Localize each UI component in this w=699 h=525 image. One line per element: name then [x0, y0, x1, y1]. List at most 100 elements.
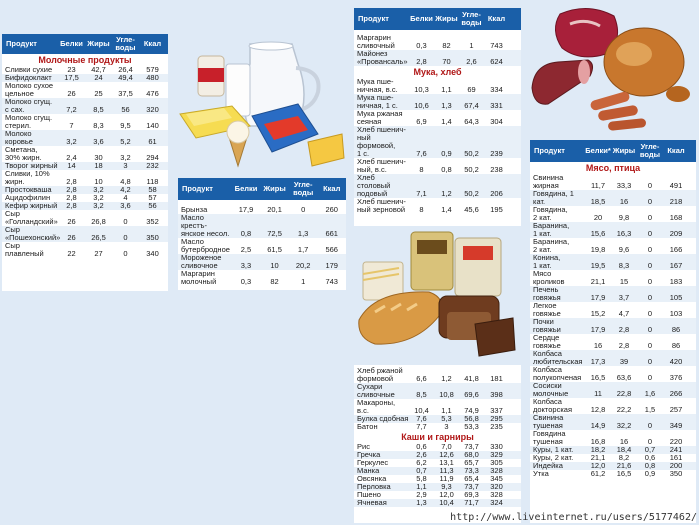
cell-carbs: 1,7: [297, 245, 309, 254]
header-kcal: Ккал: [487, 14, 506, 23]
cell-protein: 0,6: [416, 442, 427, 451]
cell-kcal: 743: [490, 41, 503, 50]
cell-carbs: 0,8: [644, 461, 656, 470]
table-row: Хлеб ржаной формовой 6,6 1,2 41,8 181: [354, 367, 521, 383]
cell-kcal: 491: [669, 181, 683, 190]
dairy-rows: Сливки сухие 23 42,7 26,4 579 Бифидоклакт 17,5…: [2, 66, 168, 258]
table-row: Почки говяжьи 17,9 2,8 0 86: [530, 318, 696, 334]
cell-carbs: 49,4: [118, 73, 133, 82]
cell-carbs: 1: [301, 277, 306, 286]
cell-fat: 63,6: [616, 373, 632, 382]
cell-carbs: 3,6: [120, 201, 131, 210]
cell-fat: 70: [442, 57, 451, 66]
cell-product: Утка: [533, 469, 549, 478]
cell-protein: 8: [419, 205, 424, 214]
cell-protein: 16: [593, 341, 603, 350]
cell-kcal: 257: [669, 405, 683, 414]
cell-kcal: 331: [490, 101, 503, 110]
cell-protein: 26: [67, 233, 76, 242]
cell-product: Масло крестъ- янское несол.: [181, 213, 230, 238]
cell-kcal: 376: [669, 373, 683, 382]
cell-protein: 2,6: [416, 450, 427, 459]
table-row: Ацидофилин 2,8 3,2 4 57: [2, 194, 168, 202]
cell-product: Рис: [357, 442, 370, 451]
cell-protein: 17,9: [590, 325, 606, 334]
cell-product: Свинина жирная: [533, 173, 564, 190]
header-carbs: Угле- воды: [293, 180, 314, 197]
table-row: Свинина жирная 11,7 33,3 0 491: [530, 174, 696, 190]
cell-kcal: 166: [669, 245, 683, 254]
table-row: Мука ржаная сеяная 6,9 1,4 64,3 304: [354, 110, 521, 126]
cell-product: Говядина тушеная: [533, 429, 566, 446]
cell-kcal: 328: [490, 490, 503, 499]
cell-fat: 32,2: [616, 421, 632, 430]
cell-kcal: 320: [490, 482, 503, 491]
bread-bottom-rows: Хлеб ржаной формовой 6,6 1,2 41,8 181 Сухари …: [354, 365, 521, 431]
cell-protein: 7,7: [416, 422, 427, 431]
cell-carbs: 0: [123, 233, 128, 242]
cell-kcal: 579: [146, 65, 159, 74]
cell-fat: 21,6: [616, 461, 632, 470]
cell-carbs: 37,5: [118, 89, 133, 98]
cell-kcal: 324: [490, 498, 503, 507]
cell-kcal: 206: [490, 189, 503, 198]
cell-protein: 61,2: [590, 469, 606, 478]
cell-kcal: 476: [146, 89, 159, 98]
table-row: Хлеб пшенич- ный, в.с. 8 0,8 50,2 238: [354, 158, 521, 174]
cell-kcal: 260: [325, 205, 338, 214]
cell-carbs: 73,7: [464, 442, 479, 451]
cell-product: Легкое говяжье: [533, 301, 561, 318]
cell-kcal: 305: [490, 458, 503, 467]
cell-carbs: 0: [123, 249, 128, 258]
table-row: Батон 7,7 3 53,3 235: [354, 423, 521, 431]
cell-fat: 3,2: [93, 201, 104, 210]
dairy-table-2: Продукт Белки Жиры Угле- воды Ккал Брынз…: [178, 178, 346, 290]
cell-kcal: 350: [669, 469, 683, 478]
cell-fat: 1,4: [441, 205, 452, 214]
cell-product: Кефир жирный: [5, 201, 58, 210]
cell-kcal: 334: [490, 85, 503, 94]
grains-rows: Рис 0,6 7,0 73,7 330 Гречка 2,6 12,6 68,0 329 Герк…: [354, 443, 521, 507]
cell-protein: 16,5: [590, 373, 606, 382]
cell-product: Макароны, в.с.: [357, 398, 396, 415]
cell-fat: 8,2: [618, 453, 630, 462]
table-row: Сердце говяжье 16 2,8 0 86: [530, 334, 696, 350]
cell-fat: 22,2: [616, 405, 632, 414]
cell-protein: 2,8: [66, 177, 77, 186]
table-row: Утка 61,2 16,5 0,9 350: [530, 470, 696, 478]
table-row: Свинина тушеная 14,9 32,2 0 349: [530, 414, 696, 430]
cell-carbs: 0: [647, 437, 653, 446]
table-row: Баранина, 1 кат. 15,6 16,3 0 209: [530, 222, 696, 238]
cell-fat: 82: [270, 277, 279, 286]
cell-carbs: 0: [647, 421, 653, 430]
watermark-url: http://www.liveinternet.ru/users/5177462…: [450, 512, 697, 523]
cell-fat: 12,0: [439, 490, 454, 499]
cell-product: Хлеб пшенич- ный зерновой: [357, 197, 406, 214]
dairy2-rows: Брынза 17,9 20,1 0 260 Масло крестъ- янское н…: [178, 200, 346, 286]
cell-protein: 18,5: [590, 197, 606, 206]
cell-kcal: 161: [669, 453, 683, 462]
cell-product: Почки говяжьи: [533, 317, 561, 334]
cell-fat: 26,8: [91, 217, 106, 226]
cell-carbs: 64,3: [464, 117, 479, 126]
cell-protein: 7,2: [66, 105, 77, 114]
cell-fat: 3,2: [93, 193, 104, 202]
cell-fat: 10,8: [439, 390, 454, 399]
cell-fat: 33,3: [616, 181, 632, 190]
cell-product: Перловка: [357, 482, 391, 491]
cell-product: Манка: [357, 466, 380, 475]
cell-kcal: 179: [325, 261, 338, 270]
cell-product: Сыр плавленый: [5, 241, 44, 258]
table-row: Брынза 17,9 20,1 0 260: [178, 206, 346, 214]
cell-protein: 0,3: [416, 41, 427, 50]
cell-product: Печень говяжья: [533, 285, 561, 302]
cell-product: Молоко сухое цельное: [5, 81, 54, 98]
cell-carbs: 65,4: [464, 474, 479, 483]
cell-fat: 9,8: [618, 213, 630, 222]
cell-product: Бифидоклакт: [5, 73, 52, 82]
cell-fat: 18: [94, 161, 103, 170]
cell-carbs: 50,2: [464, 149, 479, 158]
cell-fat: 1,4: [441, 117, 452, 126]
cell-kcal: 168: [669, 213, 683, 222]
table-header: Продукт Белки* Жиры Угле- воды Ккал: [530, 140, 696, 162]
